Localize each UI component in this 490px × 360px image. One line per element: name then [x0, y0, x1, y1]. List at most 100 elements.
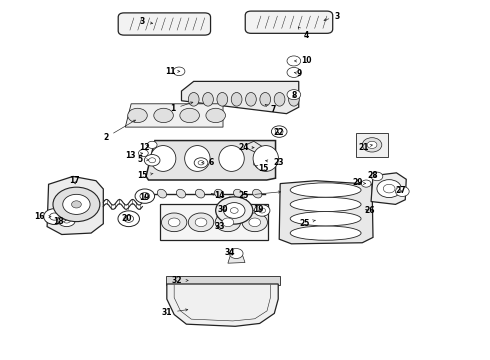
Circle shape: [361, 180, 371, 187]
Text: 3: 3: [140, 17, 153, 26]
Ellipse shape: [217, 93, 228, 106]
Circle shape: [161, 213, 187, 231]
Circle shape: [135, 189, 155, 203]
Circle shape: [371, 172, 383, 181]
Circle shape: [198, 161, 204, 165]
Text: 9: 9: [294, 69, 302, 78]
Circle shape: [229, 248, 243, 258]
Circle shape: [63, 217, 71, 223]
Circle shape: [49, 213, 59, 220]
FancyBboxPatch shape: [160, 204, 269, 240]
Text: 31: 31: [162, 308, 188, 317]
Text: 17: 17: [69, 176, 79, 185]
Text: 3: 3: [324, 12, 340, 21]
Text: 8: 8: [291, 91, 296, 100]
Ellipse shape: [185, 145, 210, 171]
Text: 25: 25: [299, 219, 315, 228]
FancyBboxPatch shape: [245, 11, 333, 33]
Circle shape: [58, 214, 75, 226]
Circle shape: [383, 184, 395, 193]
Polygon shape: [125, 104, 223, 127]
Circle shape: [147, 141, 157, 148]
Text: 4: 4: [298, 27, 309, 40]
Circle shape: [140, 193, 150, 200]
Text: 34: 34: [224, 248, 235, 257]
Ellipse shape: [253, 145, 278, 171]
Polygon shape: [167, 284, 278, 326]
Ellipse shape: [196, 189, 205, 198]
Text: 10: 10: [294, 57, 311, 66]
Circle shape: [72, 201, 81, 208]
Polygon shape: [228, 255, 245, 263]
Ellipse shape: [290, 212, 361, 226]
Circle shape: [287, 90, 301, 100]
Polygon shape: [146, 140, 275, 180]
Circle shape: [195, 218, 207, 226]
Polygon shape: [371, 173, 406, 204]
Ellipse shape: [290, 183, 361, 197]
Ellipse shape: [188, 93, 199, 106]
Ellipse shape: [157, 189, 167, 198]
Text: 1: 1: [170, 102, 193, 113]
Ellipse shape: [231, 93, 242, 106]
Circle shape: [242, 213, 268, 231]
Text: 18: 18: [53, 217, 67, 226]
Text: 6: 6: [202, 158, 214, 167]
Text: 15: 15: [137, 171, 153, 180]
Text: 25: 25: [239, 191, 281, 200]
Circle shape: [194, 158, 208, 168]
Circle shape: [53, 187, 100, 222]
Ellipse shape: [203, 93, 213, 106]
Text: 2: 2: [103, 120, 136, 142]
Ellipse shape: [150, 145, 176, 171]
Text: 14: 14: [211, 191, 225, 200]
Circle shape: [259, 208, 266, 213]
Text: 26: 26: [365, 206, 375, 215]
Text: 27: 27: [395, 186, 406, 195]
Circle shape: [271, 126, 287, 137]
Text: 11: 11: [166, 67, 180, 76]
Circle shape: [287, 56, 301, 66]
Text: 13: 13: [125, 151, 143, 160]
Circle shape: [145, 154, 160, 166]
Ellipse shape: [219, 145, 245, 171]
Text: 23: 23: [266, 158, 284, 167]
Text: 20: 20: [122, 214, 132, 223]
Ellipse shape: [290, 226, 361, 240]
Text: 19: 19: [140, 193, 150, 202]
Circle shape: [124, 215, 134, 222]
Circle shape: [254, 205, 270, 216]
Circle shape: [216, 197, 253, 224]
Text: 12: 12: [140, 143, 150, 152]
Circle shape: [377, 180, 401, 198]
Polygon shape: [181, 81, 299, 114]
Text: 19: 19: [253, 205, 264, 214]
Text: 16: 16: [34, 212, 51, 221]
Ellipse shape: [274, 93, 285, 106]
Circle shape: [222, 218, 234, 226]
Circle shape: [249, 218, 261, 226]
Text: 5: 5: [137, 155, 148, 164]
Polygon shape: [47, 176, 103, 234]
Circle shape: [275, 129, 283, 134]
Text: 7: 7: [265, 104, 276, 114]
Text: 21: 21: [358, 143, 372, 152]
Circle shape: [223, 203, 245, 219]
Text: 24: 24: [239, 143, 254, 152]
Ellipse shape: [252, 189, 262, 198]
Circle shape: [180, 108, 199, 123]
Ellipse shape: [289, 93, 299, 106]
Text: 32: 32: [172, 276, 188, 285]
Circle shape: [188, 213, 214, 231]
FancyBboxPatch shape: [118, 13, 211, 35]
Text: 22: 22: [273, 128, 284, 137]
FancyBboxPatch shape: [356, 133, 388, 157]
Polygon shape: [254, 154, 267, 166]
Text: 28: 28: [368, 171, 378, 180]
Circle shape: [118, 211, 140, 226]
Circle shape: [287, 67, 301, 77]
Text: 33: 33: [214, 222, 225, 231]
Ellipse shape: [290, 197, 361, 212]
Circle shape: [44, 209, 65, 225]
Circle shape: [139, 149, 148, 157]
